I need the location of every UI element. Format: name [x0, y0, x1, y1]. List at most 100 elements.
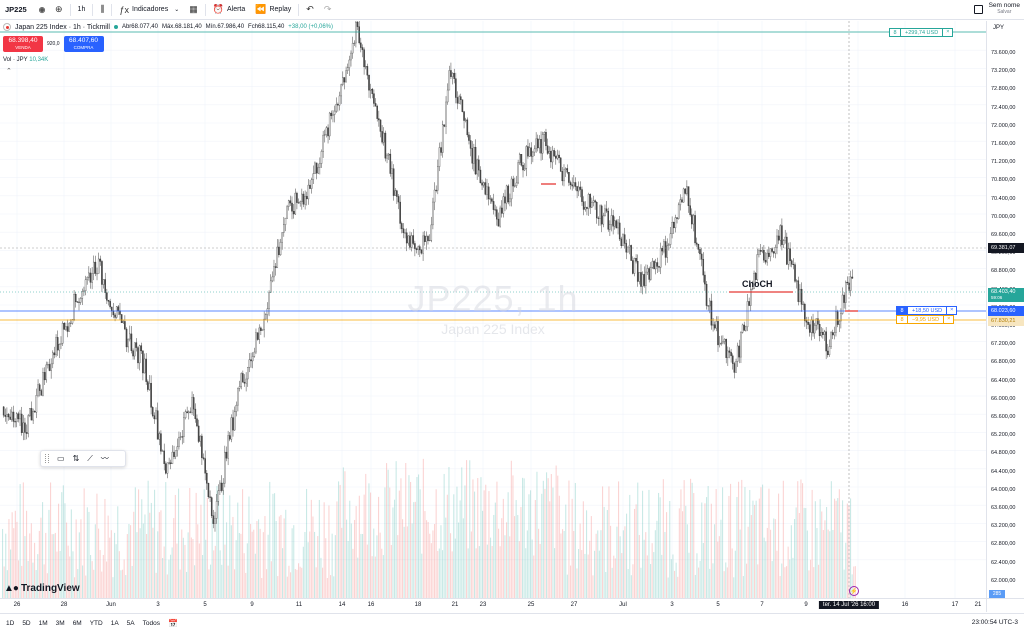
- range-button[interactable]: 1M: [38, 619, 48, 627]
- candle-body: [658, 266, 660, 268]
- range-button[interactable]: 6M: [72, 619, 82, 627]
- range-button[interactable]: 1D: [6, 619, 15, 627]
- volume-bar: [758, 498, 760, 598]
- sell-button[interactable]: 68.398,40 VENDA: [3, 36, 43, 52]
- candle-body: [382, 132, 385, 143]
- volume-bar: [150, 502, 152, 598]
- time-tick-label: 23: [479, 602, 487, 608]
- volume-legend[interactable]: Vol · JPY 10,34K: [3, 57, 48, 63]
- drag-handle-icon[interactable]: [45, 454, 49, 463]
- close-icon[interactable]: ×: [947, 306, 958, 315]
- buy-button[interactable]: 68.407,60 COMPRA: [63, 36, 104, 52]
- candle-body: [71, 319, 74, 324]
- utc-clock[interactable]: 23:00:54 UTC-3: [971, 619, 1018, 626]
- divider: [69, 3, 71, 16]
- candle-body: [358, 26, 360, 44]
- candle-body: [455, 78, 457, 98]
- volume-bar: [216, 485, 218, 598]
- undo-icon[interactable]: ↶: [306, 4, 314, 14]
- volume-bar: [482, 510, 484, 598]
- candle-body: [491, 198, 493, 202]
- volume-bar: [205, 539, 207, 598]
- volume-bar: [117, 506, 119, 598]
- collapse-legend-icon[interactable]: ⌃: [6, 68, 12, 75]
- range-button[interactable]: 3M: [55, 619, 65, 627]
- volume-bar: [832, 530, 834, 598]
- candle-body: [759, 250, 762, 252]
- replay-button[interactable]: ⏪ Replay: [250, 0, 296, 20]
- symbol-search[interactable]: JP225 ◉: [0, 0, 50, 20]
- volume-bar: [803, 507, 805, 598]
- lightning-icon[interactable]: ⚡: [849, 586, 859, 596]
- volume-bar: [200, 504, 202, 598]
- range-button[interactable]: Todos: [142, 619, 160, 627]
- indicators-button[interactable]: ƒx Indicadores ⌄: [114, 0, 184, 20]
- range-button[interactable]: 1A: [110, 619, 119, 627]
- rectangle-tool-icon[interactable]: ▭: [57, 454, 65, 463]
- range-button[interactable]: 5D: [22, 619, 31, 627]
- search-icon: ◉: [38, 5, 46, 14]
- candle-body: [156, 410, 159, 440]
- position-label-order[interactable]: 8 −9,95 USD ×: [896, 315, 955, 324]
- candle-body: [228, 435, 231, 440]
- volume-bar: [170, 554, 172, 598]
- candle-body: [37, 384, 39, 396]
- currency-label: JPY: [993, 25, 1005, 31]
- volume-bar: [488, 491, 490, 598]
- volume-bar: [528, 494, 530, 598]
- trendline-tool-icon[interactable]: ⟋: [87, 453, 93, 463]
- series-title[interactable]: Japan 225 Index · 1h · Tickmill: [15, 23, 110, 31]
- calendar-icon[interactable]: 📅: [167, 618, 178, 628]
- redo-icon[interactable]: ↷: [323, 4, 332, 14]
- candle-body: [438, 147, 441, 167]
- tradingview-logo[interactable]: ▲● TradingView: [4, 583, 80, 594]
- range-button[interactable]: 5A: [126, 619, 135, 627]
- candle-body: [838, 320, 841, 325]
- position-label-top[interactable]: 8 +299,74 USD ×: [889, 28, 954, 37]
- volume-bar: [317, 536, 319, 598]
- close-icon[interactable]: ×: [943, 28, 954, 37]
- path-tool-icon[interactable]: 〰: [100, 454, 109, 463]
- candle-body: [289, 200, 292, 204]
- volume-bar: [501, 518, 503, 598]
- price-chart[interactable]: [0, 21, 986, 598]
- volume-bar: [152, 527, 154, 598]
- close-icon[interactable]: ×: [944, 315, 955, 324]
- volume-bar: [54, 532, 56, 598]
- time-axis[interactable]: 2628Jun3591114161821232527Jul35791216172…: [0, 598, 986, 612]
- position-tool-icon[interactable]: ⇅: [72, 454, 80, 463]
- volume-bar: [675, 562, 677, 598]
- volume-bar: [685, 505, 687, 598]
- price-axis[interactable]: JPY 73.600,00 73.200,00 72.800,00 72.400,00…: [986, 21, 1024, 598]
- volume-bar: [523, 478, 525, 598]
- candle-body: [222, 483, 224, 491]
- position-label-entry[interactable]: 8 +18,50 USD ×: [896, 306, 958, 315]
- axis-corner[interactable]: [986, 598, 1024, 612]
- candle-type-icon[interactable]: ⫼: [100, 4, 105, 14]
- volume-bar: [125, 575, 127, 598]
- candle-body: [636, 261, 639, 282]
- volume-bar: [822, 530, 824, 598]
- interval-button[interactable]: 1h: [73, 0, 91, 20]
- save-layout[interactable]: Sem nome Salvar: [973, 2, 1020, 16]
- volume-bar: [598, 550, 600, 598]
- price-tick-label: 66.400,00: [991, 377, 1016, 384]
- volume-bar: [531, 539, 533, 598]
- alert-button[interactable]: ⏰ Alerta: [208, 0, 251, 20]
- price-tick-label: 65.600,00: [991, 414, 1016, 420]
- compare-add-icon[interactable]: ⊕: [55, 4, 63, 14]
- range-button[interactable]: YTD: [89, 619, 103, 627]
- choch-annotation[interactable]: ChoCH: [742, 279, 773, 289]
- candle-body: [389, 153, 392, 174]
- layouts-icon[interactable]: ▦: [189, 4, 198, 14]
- volume-bar: [554, 548, 556, 598]
- candle-body: [841, 294, 844, 314]
- volume-bar: [130, 525, 132, 598]
- volume-bar: [443, 473, 445, 598]
- candle-body: [664, 241, 667, 258]
- candle-body: [758, 250, 760, 255]
- volume-bar: [664, 532, 666, 598]
- candle-body: [142, 350, 144, 374]
- candle-body: [704, 274, 706, 285]
- candle-body: [628, 245, 631, 248]
